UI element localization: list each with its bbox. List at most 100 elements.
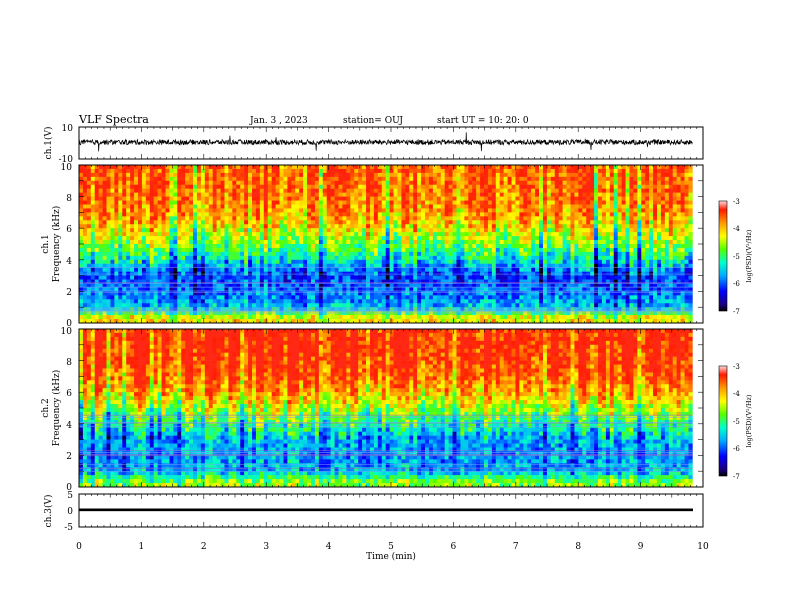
spectrogram-cell xyxy=(676,212,681,217)
spectrogram-cell xyxy=(421,176,426,182)
spectrogram-cell xyxy=(145,220,151,225)
spectrogram-cell xyxy=(165,168,170,174)
spectrogram-cell xyxy=(224,168,229,174)
spectrogram-cell xyxy=(641,176,646,182)
spectrogram-cell xyxy=(495,184,501,189)
spectrogram-cell xyxy=(314,275,320,280)
spectrogram-cell xyxy=(409,263,414,268)
spectrogram-cell xyxy=(460,228,465,233)
spectrogram-cell xyxy=(645,263,650,268)
spectrogram-cell xyxy=(550,172,556,178)
spectrogram-cell xyxy=(425,224,430,229)
spectrogram-cell xyxy=(668,204,674,209)
spectrogram-cell xyxy=(397,172,402,178)
spectrogram-cell xyxy=(224,216,229,221)
spectrogram-cell xyxy=(389,228,394,233)
spectrogram-cell xyxy=(326,279,331,284)
spectrogram-cell xyxy=(279,176,284,182)
spectrogram-cell xyxy=(114,180,119,186)
spectrogram-cell xyxy=(625,279,630,284)
spectrogram-cell xyxy=(539,236,544,241)
spectrogram-cell xyxy=(550,279,556,284)
spectrogram-cell xyxy=(130,244,135,249)
spectrogram-cell xyxy=(307,259,312,265)
spectrogram-cell xyxy=(220,244,225,249)
spectrogram-cell xyxy=(550,263,556,268)
spectrogram-cell xyxy=(102,168,107,174)
spectrogram-cell xyxy=(291,240,296,245)
spectrogram-cell xyxy=(456,192,461,197)
spectrogram-cell xyxy=(252,279,257,284)
spectrogram-cell xyxy=(283,200,288,205)
spectrogram-cell xyxy=(145,259,151,265)
spectrogram-cell xyxy=(310,251,316,257)
spectrogram-cell xyxy=(212,172,217,178)
spectrogram-cell xyxy=(621,165,626,170)
spectrogram-cell xyxy=(110,244,115,249)
spectrogram-cell xyxy=(566,200,571,205)
spectrogram-cell xyxy=(590,247,595,253)
spectrogram-cell xyxy=(122,168,127,174)
spectrogram-cell xyxy=(240,251,245,257)
spectrogram-cell xyxy=(574,216,579,221)
spectrogram-cell xyxy=(637,165,642,170)
spectrogram-cell xyxy=(676,267,681,272)
spectrogram-cell xyxy=(244,212,249,217)
spectrogram-cell xyxy=(106,255,111,261)
spectrogram-cell xyxy=(645,188,650,193)
spectrogram-cell xyxy=(641,204,646,209)
spectrogram-cell xyxy=(118,224,123,229)
spectrogram-cell xyxy=(310,275,316,280)
spectrogram-cell xyxy=(145,208,151,213)
spectrogram-cell xyxy=(613,244,618,249)
spectrogram-cell xyxy=(539,168,544,174)
spectrogram-cell xyxy=(480,180,485,186)
spectrogram-cell xyxy=(621,267,626,272)
spectrogram-cell xyxy=(98,184,103,189)
spectrogram-cell xyxy=(373,224,379,229)
spectrogram-cell xyxy=(676,176,681,182)
spectrogram-cell xyxy=(208,216,213,221)
spectrogram-cell xyxy=(409,165,414,170)
spectrogram-cell xyxy=(94,244,99,249)
spectrogram-cell xyxy=(389,180,394,186)
spectrogram-cell xyxy=(110,228,115,233)
spectrogram-cell xyxy=(613,228,618,233)
spectrogram-cell xyxy=(432,232,438,237)
spectrogram-cell xyxy=(86,224,92,229)
spectrogram-cell xyxy=(452,228,457,233)
spectrogram-cell xyxy=(472,216,477,221)
spectrogram-cell xyxy=(484,259,489,265)
spectrogram-cell xyxy=(499,259,504,265)
spectrogram-cell xyxy=(609,204,615,209)
spectrogram-cell xyxy=(141,251,147,257)
spectrogram-cell xyxy=(613,247,618,253)
spectrogram-cell xyxy=(617,216,622,221)
spectrogram-cell xyxy=(629,232,634,237)
spectrogram-cell xyxy=(149,224,155,229)
spectrogram-cell xyxy=(425,196,430,201)
spectrogram-cell xyxy=(660,200,666,205)
spectrogram-cell xyxy=(118,240,123,245)
spectrogram-cell xyxy=(523,255,528,261)
spectrogram-cell xyxy=(271,244,276,249)
spectrogram-cell xyxy=(389,184,394,189)
spectrogram-cell xyxy=(220,283,225,288)
spectrogram-cell xyxy=(377,224,383,229)
spectrogram-cell xyxy=(397,247,402,253)
spectrogram-cell xyxy=(330,263,335,268)
spectrogram-cell xyxy=(550,236,556,241)
spectrogram-cell xyxy=(200,180,206,186)
spectrogram-cell xyxy=(397,232,402,237)
spectrogram-cell xyxy=(279,251,284,257)
spectrogram-cell xyxy=(523,259,528,265)
spectrogram-cell xyxy=(240,184,245,189)
spectrogram-cell xyxy=(684,188,689,193)
spectrogram-cell xyxy=(464,244,469,249)
spectrogram-cell xyxy=(149,259,155,265)
spectrogram-cell xyxy=(263,192,269,197)
spectrogram-cell xyxy=(141,247,147,253)
spectrogram-cell xyxy=(503,224,508,229)
spectrogram-cell xyxy=(110,184,115,189)
spectrogram-cell xyxy=(503,204,508,209)
